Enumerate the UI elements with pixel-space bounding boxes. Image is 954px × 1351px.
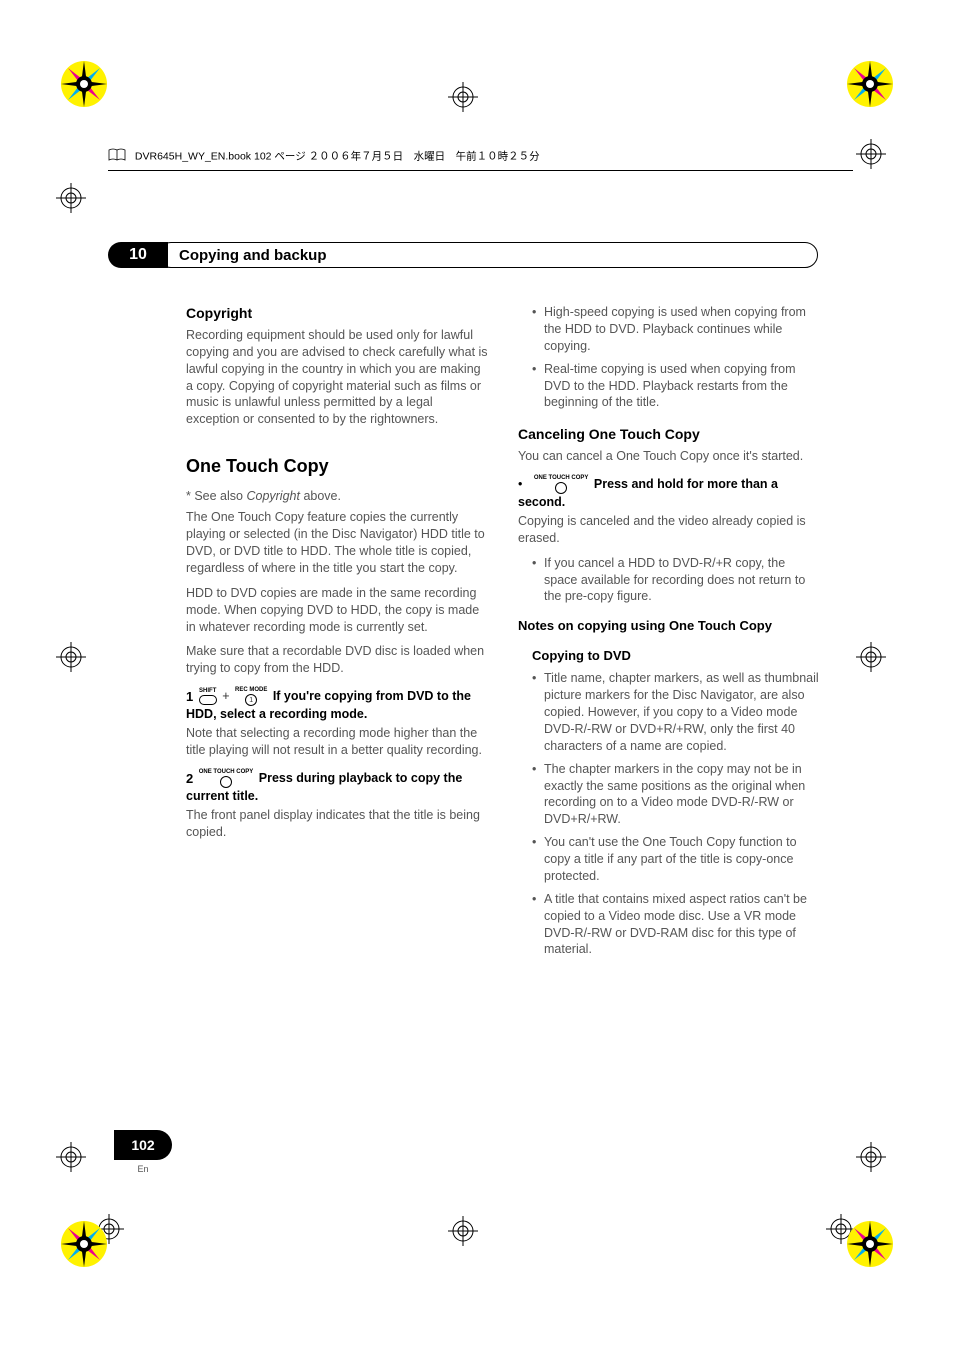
color-star [846,60,894,108]
color-star [846,1220,894,1268]
registration-mark [448,1216,478,1246]
step-2-note: The front panel display indicates that t… [186,807,488,841]
copyright-text: Recording equipment should be used only … [186,327,488,428]
rec-mode-button-icon: REC MODE 1 [235,687,267,706]
page-number-badge: 102 En [114,1130,172,1160]
list-item: If you cancel a HDD to DVD-R/+R copy, th… [532,555,820,606]
otc-para-3: Make sure that a recordable DVD disc is … [186,643,488,677]
cancel-step: • ONE TOUCH COPY Press and hold for more… [518,475,820,511]
registration-mark [56,183,86,213]
copy-mode-list: High-speed copying is used when copying … [532,304,820,411]
page-lang: En [137,1164,148,1174]
otc-para-1: The One Touch Copy feature copies the cu… [186,509,488,577]
header-rule [108,170,853,171]
chapter-title: Copying and backup [158,242,818,268]
step-1-note: Note that selecting a recording mode hig… [186,725,488,759]
step-1: 1 SHIFT + REC MODE 1 If you're copying f… [186,687,488,723]
cancel-note-list: If you cancel a HDD to DVD-R/+R copy, th… [532,555,820,606]
header-text: DVR645H_WY_EN.book 102 ページ ２００６年７月５日 水曜日… [135,150,540,162]
cancel-heading: Canceling One Touch Copy [518,425,820,444]
one-touch-copy-heading: One Touch Copy [186,454,488,478]
color-star [60,1220,108,1268]
notes-heading: Notes on copying using One Touch Copy [518,617,820,635]
copying-to-dvd-list: Title name, chapter markers, as well as … [532,670,820,958]
registration-mark [56,1142,86,1172]
one-touch-copy-button-icon: ONE TOUCH COPY [199,769,254,788]
page-number: 102 [131,1138,154,1152]
content-area: Copyright Recording equipment should be … [186,304,821,966]
list-item: Real-time copying is used when copying f… [532,361,820,412]
registration-mark [856,642,886,672]
list-item: Title name, chapter markers, as well as … [532,670,820,754]
step-2: 2 ONE TOUCH COPY Press during playback t… [186,769,488,805]
cancel-result: Copying is canceled and the video alread… [518,513,820,547]
shift-button-icon: SHIFT [199,688,217,705]
right-column: High-speed copying is used when copying … [518,304,820,966]
book-icon [108,148,126,165]
left-column: Copyright Recording equipment should be … [186,304,488,966]
list-item: You can't use the One Touch Copy functio… [532,834,820,885]
copyright-heading: Copyright [186,304,488,323]
registration-mark [56,642,86,672]
one-touch-copy-button-icon: ONE TOUCH COPY [534,475,589,494]
header-bar: DVR645H_WY_EN.book 102 ページ ２００６年７月５日 水曜日… [108,148,853,164]
color-star [60,60,108,108]
registration-mark [856,139,886,169]
list-item: High-speed copying is used when copying … [532,304,820,355]
list-item: The chapter markers in the copy may not … [532,761,820,829]
otc-para-2: HDD to DVD copies are made in the same r… [186,585,488,636]
registration-mark [856,1142,886,1172]
copying-to-dvd-heading: Copying to DVD [532,647,820,665]
chapter-number: 10 [108,242,168,268]
registration-mark [448,82,478,112]
see-also-note: * See also Copyright above. [186,488,488,505]
chapter-tab: 10 Copying and backup [108,242,818,268]
list-item: A title that contains mixed aspect ratio… [532,891,820,959]
cancel-intro: You can cancel a One Touch Copy once it'… [518,448,820,465]
